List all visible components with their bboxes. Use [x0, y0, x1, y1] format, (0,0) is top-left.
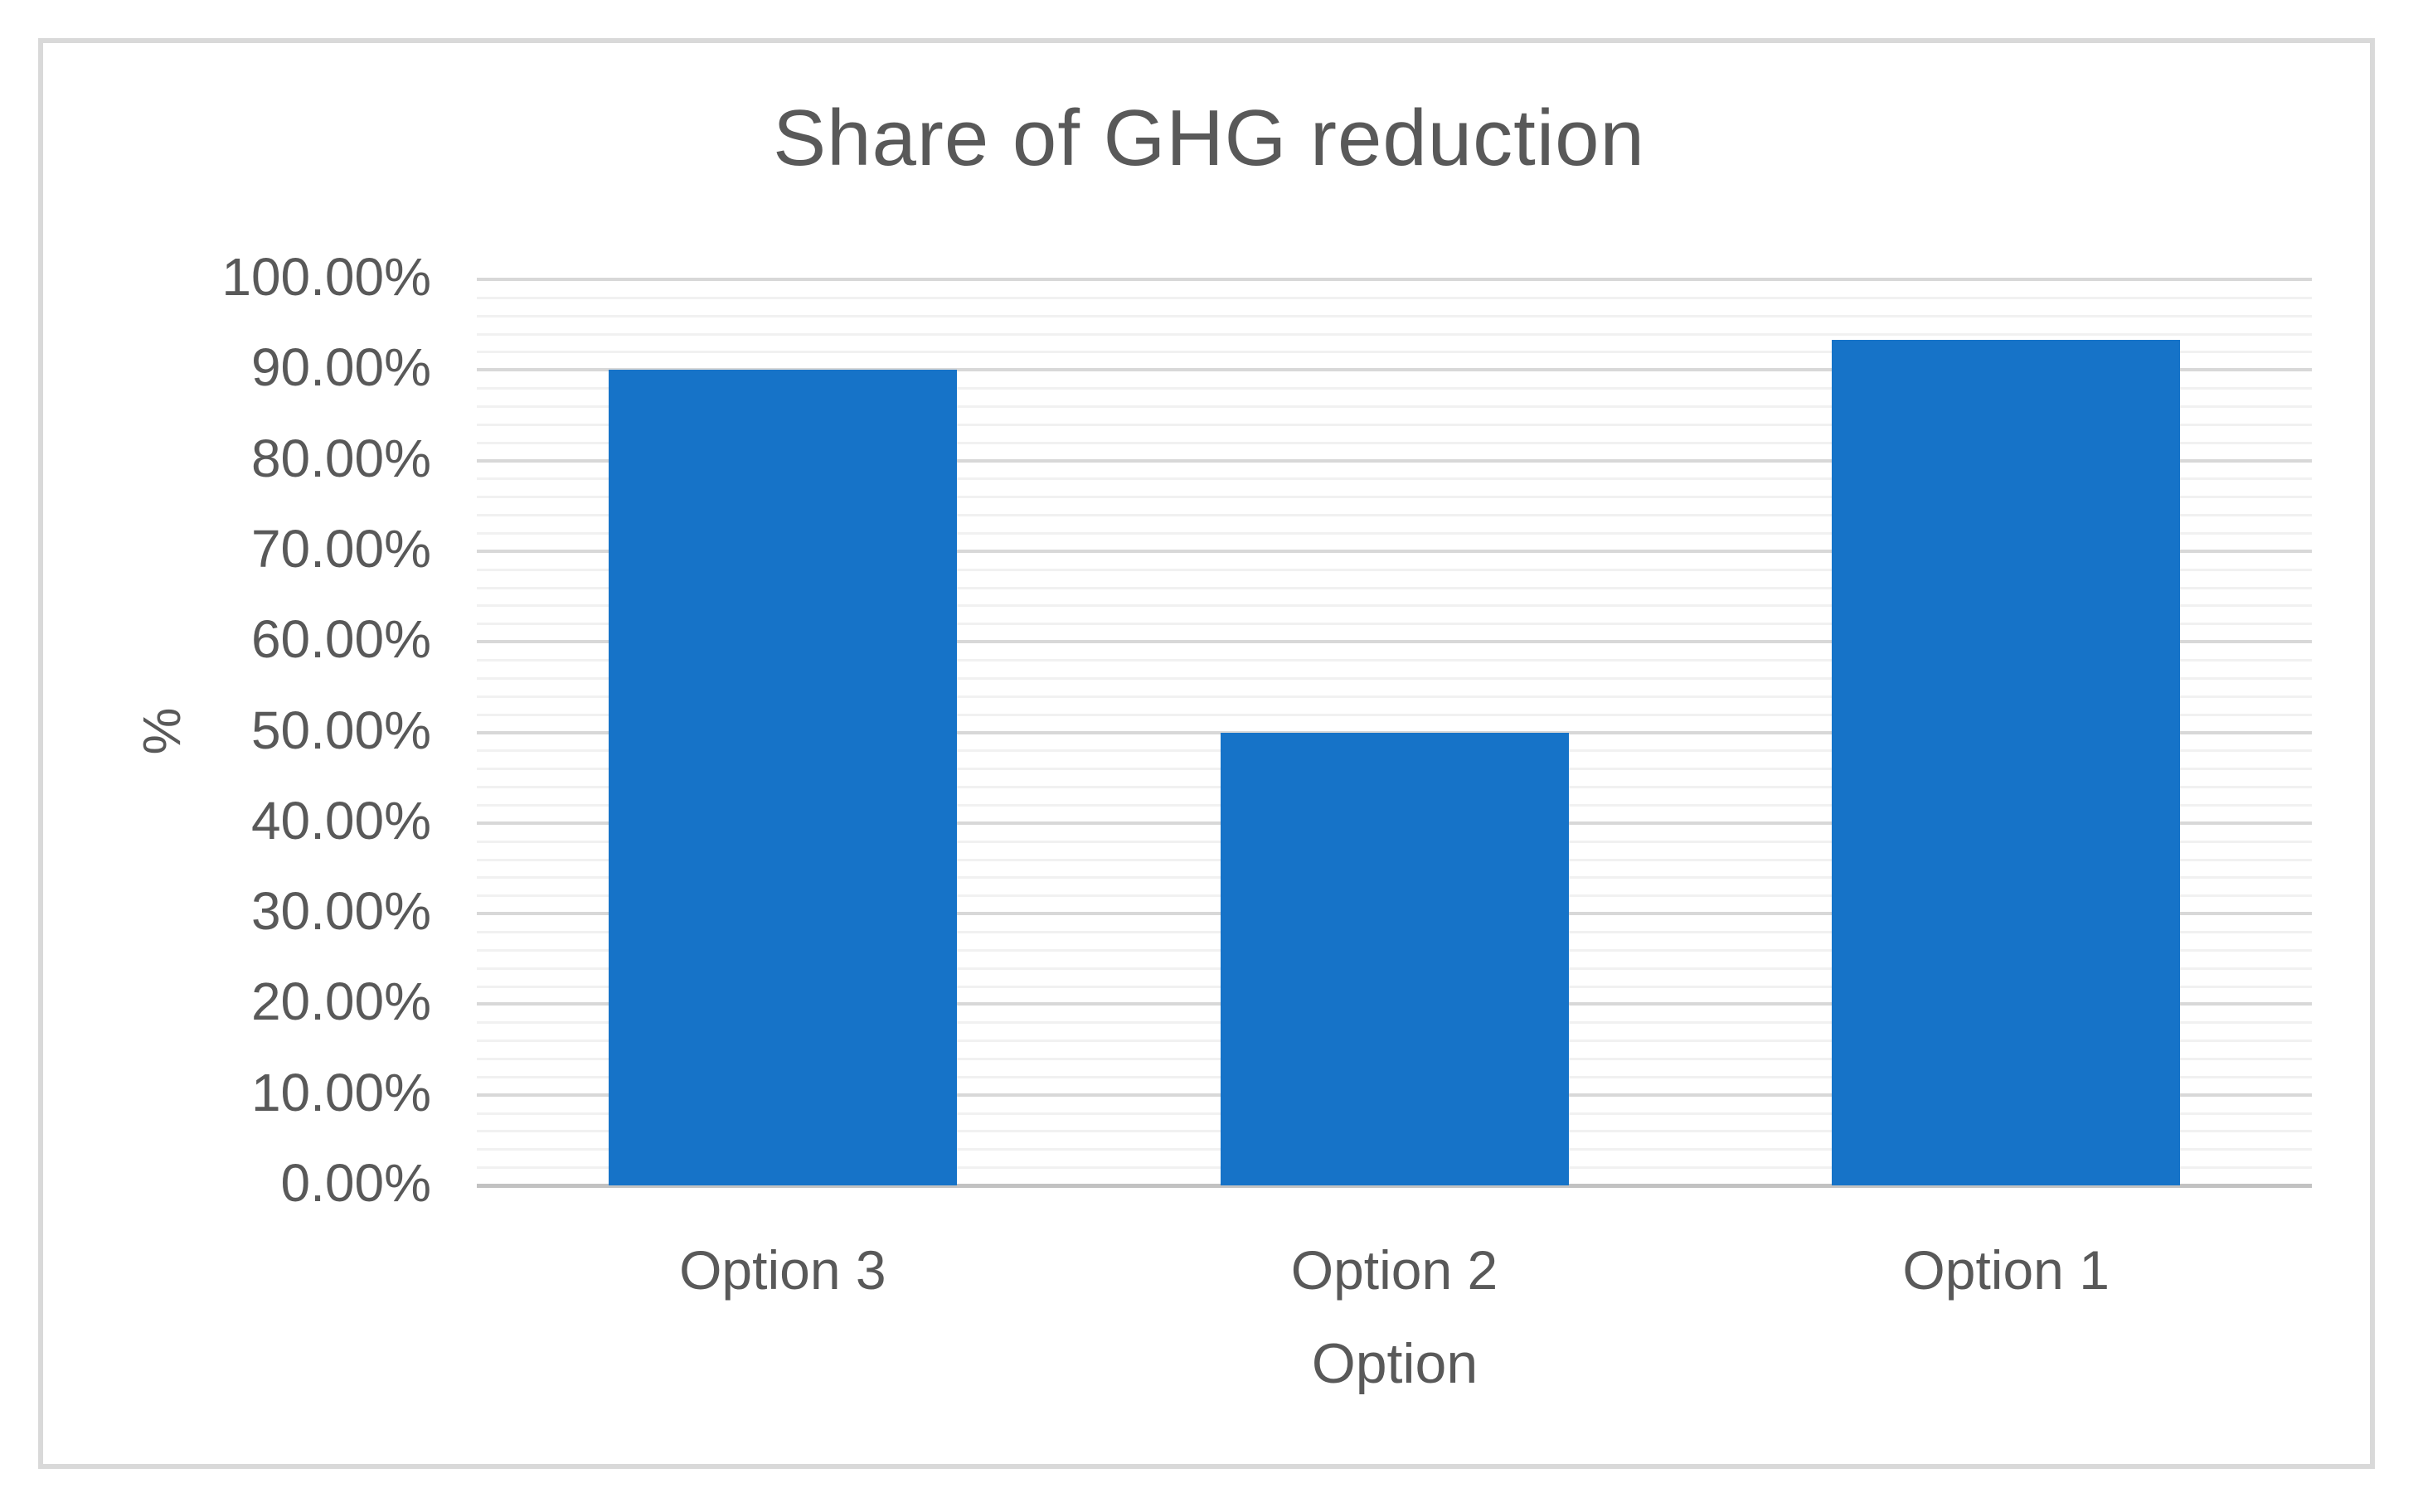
x-axis-line [477, 1184, 2312, 1188]
y-minor-gridline [477, 514, 2312, 517]
category-label-option-3: Option 3 [679, 1239, 886, 1301]
y-minor-gridline [477, 695, 2312, 698]
y-minor-gridline [477, 314, 2312, 317]
x-axis-title: Option [1311, 1332, 1478, 1395]
bar-option-1 [1832, 340, 2181, 1185]
y-minor-gridline [477, 713, 2312, 716]
y-minor-gridline [477, 496, 2312, 499]
y-tick-label: 30.00% [250, 881, 431, 942]
y-minor-gridline [477, 623, 2312, 626]
y-minor-gridline [477, 332, 2312, 336]
y-major-gridline [477, 368, 2312, 372]
y-minor-gridline [477, 604, 2312, 608]
y-major-gridline [477, 458, 2312, 463]
chart-title: Share of GHG reduction [773, 94, 1645, 182]
y-tick-label: 70.00% [250, 518, 431, 579]
category-label-option-2: Option 2 [1290, 1239, 1498, 1301]
category-label-option-1: Option 1 [1902, 1239, 2110, 1301]
y-minor-gridline [477, 441, 2312, 444]
y-minor-gridline [477, 351, 2312, 354]
y-major-gridline [477, 278, 2312, 281]
y-minor-gridline [477, 676, 2312, 680]
y-tick-label: 50.00% [250, 700, 431, 760]
y-minor-gridline [477, 568, 2312, 571]
y-tick-label: 100.00% [221, 247, 431, 308]
y-minor-gridline [477, 586, 2312, 589]
y-minor-gridline [477, 659, 2312, 662]
y-minor-gridline [477, 387, 2312, 390]
y-tick-label: 60.00% [250, 609, 431, 670]
y-minor-gridline [477, 405, 2312, 409]
y-tick-label: 40.00% [250, 790, 431, 850]
y-minor-gridline [477, 477, 2312, 481]
y-minor-gridline [477, 423, 2312, 426]
bar-option-2 [1220, 732, 1569, 1185]
y-minor-gridline [477, 532, 2312, 536]
y-axis-title: % [132, 707, 192, 755]
y-minor-gridline [477, 296, 2312, 299]
y-major-gridline [477, 640, 2312, 644]
y-tick-label: 10.00% [250, 1062, 431, 1122]
y-tick-label: 0.00% [280, 1153, 431, 1214]
bar-option-3 [608, 370, 957, 1185]
y-tick-label: 90.00% [250, 337, 431, 398]
y-tick-label: 80.00% [250, 428, 431, 488]
y-tick-label: 20.00% [250, 972, 431, 1032]
y-major-gridline [477, 549, 2312, 553]
